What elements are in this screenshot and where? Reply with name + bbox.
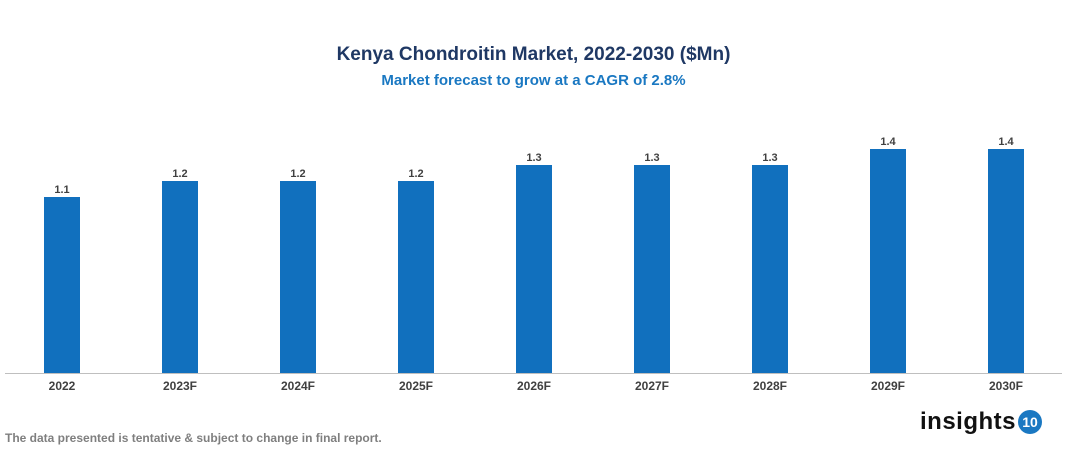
x-tick-label: 2026F (517, 379, 551, 393)
chart-subtitle: Market forecast to grow at a CAGR of 2.8… (381, 72, 686, 89)
bar (280, 181, 316, 373)
data-label: 1.2 (408, 168, 423, 180)
bar (870, 149, 906, 373)
x-tick-label: 2027F (635, 379, 669, 393)
bar (752, 165, 788, 373)
x-tick-label: 2030F (989, 379, 1023, 393)
x-tick-label: 2023F (163, 379, 197, 393)
bar (398, 181, 434, 373)
data-label: 1.1 (54, 184, 69, 196)
x-tick-label: 2022 (49, 379, 76, 393)
bar (634, 165, 670, 373)
x-tick-label: 2025F (399, 379, 433, 393)
chart-title: Kenya Chondroitin Market, 2022-2030 ($Mn… (336, 44, 731, 65)
disclaimer-note: The data presented is tentative & subjec… (5, 431, 382, 445)
bar (162, 181, 198, 373)
bar (516, 165, 552, 373)
data-label: 1.2 (290, 168, 305, 180)
logo-text: insights (920, 408, 1017, 435)
data-label: 1.2 (172, 168, 187, 180)
x-tick-label: 2029F (871, 379, 905, 393)
x-tick-label: 2028F (753, 379, 787, 393)
data-label: 1.3 (644, 152, 659, 164)
data-label: 1.3 (526, 152, 541, 164)
bar (44, 197, 80, 373)
logo-badge: 10 (1018, 410, 1043, 434)
data-label: 1.4 (998, 136, 1014, 148)
bar (988, 149, 1024, 373)
insights10-logo: insights 10 (920, 408, 1043, 436)
x-tick-label: 2024F (281, 379, 315, 393)
data-label: 1.3 (762, 152, 777, 164)
data-label: 1.4 (880, 136, 896, 148)
